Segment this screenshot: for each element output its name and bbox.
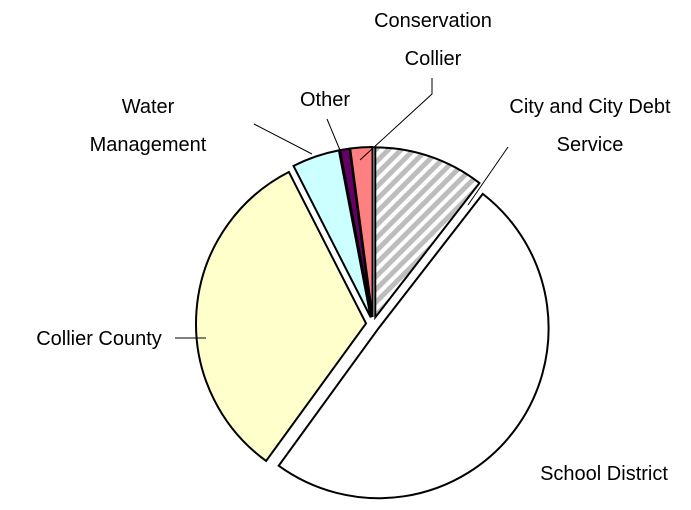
leader-line-conservation-collier xyxy=(359,78,433,161)
slice-label-line: Other xyxy=(300,89,350,111)
slice-label-city-and-city-debt-service: City and City Debt Service xyxy=(509,96,671,156)
leader-line-other xyxy=(326,118,343,156)
slice-label-line: Collier xyxy=(405,48,462,70)
slice-label-school-district: School District xyxy=(540,463,668,485)
slice-label-line: Water xyxy=(122,96,175,118)
slice-label-line: School District xyxy=(540,463,668,485)
pie-slices xyxy=(195,146,550,500)
slice-label-line: City and City Debt xyxy=(509,96,671,118)
pie-slice-water-management xyxy=(292,149,372,318)
leader-line-city-and-city-debt-service xyxy=(467,146,509,206)
pie-slice-collier-county xyxy=(195,170,368,463)
slice-label-water-management: Water Management xyxy=(90,96,207,156)
slice-label-line: Management xyxy=(90,134,207,156)
leader-line-water-management xyxy=(253,123,313,155)
pie-slice-school-district xyxy=(277,192,550,500)
slice-label-line: Collier County xyxy=(36,328,162,350)
slice-labels: City and City Debt Service School District… xyxy=(36,10,671,485)
slice-label-conservation-collier: Conservation Collier xyxy=(374,10,492,70)
slice-label-other: Other xyxy=(300,89,350,111)
slice-label-collier-county: Collier County xyxy=(36,328,162,350)
slice-label-line: Conservation xyxy=(374,10,492,32)
pie-slice-conservation-collier xyxy=(349,146,374,318)
slice-label-line: Service xyxy=(557,134,624,156)
pie-slice-city-and-city-debt-service xyxy=(374,146,481,321)
leader-lines xyxy=(175,78,509,339)
